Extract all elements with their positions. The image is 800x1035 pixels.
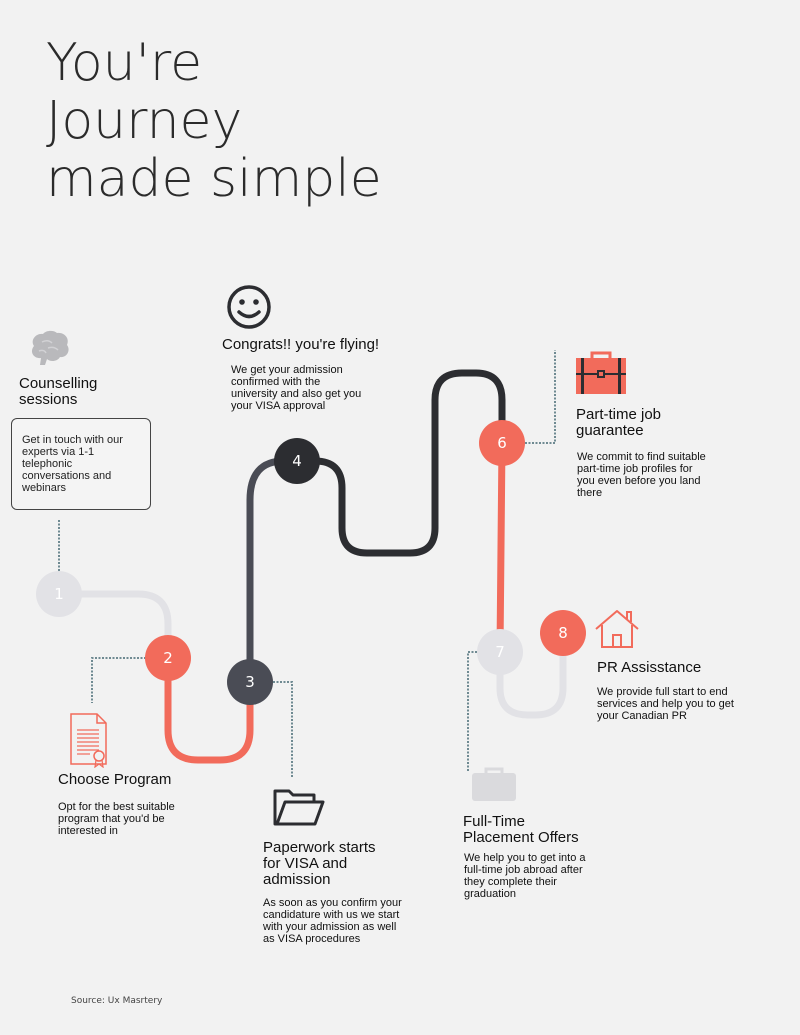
smiley-face-icon [227,285,271,329]
road-segment-4-6 [293,369,506,557]
step-node-7: 7 [477,629,523,675]
step-3-description: As soon as you confirm your candidature … [263,897,402,945]
connector-3 [273,681,293,778]
step-node-4: 4 [274,438,320,484]
connector-7 [467,651,477,772]
road-segment-3-4 [246,457,301,686]
step-7-description: We help you to get into a full-time job … [464,852,586,900]
briefcase-icon [576,351,626,394]
step-2-heading: Choose Program [58,771,172,788]
road-segment-2-3 [164,654,254,764]
road-segment-7-8 [496,629,567,719]
step-6-heading: Part-time job guarantee [576,406,662,439]
step-node-2: 2 [145,635,191,681]
step-6-description: We commit to find suitable part-time job… [577,451,706,499]
step-1-description: Get in touch with our experts via 1-1 te… [22,434,123,494]
briefcase-light-icon [472,767,516,801]
page-title: You're Journey made simple [46,33,382,209]
road-segment-1-2 [55,590,172,662]
step-node-6: 6 [479,420,525,466]
brain-icon [31,330,69,365]
step-8-heading: PR Assisstance [597,659,702,676]
open-folder-icon [273,789,325,826]
step-3-heading: Paperwork starts for VISA and admission [263,839,376,888]
step-node-1: 1 [36,571,82,617]
step-node-3: 3 [227,659,273,705]
certificate-document-icon [70,713,107,768]
step-1-description-box: Get in touch with our experts via 1-1 te… [11,418,151,510]
step-node-8: 8 [540,610,586,656]
connector-2 [91,657,146,703]
connector-6 [525,350,556,444]
step-4-description: We get your admission confirmed with the… [231,364,362,412]
step-8-description: We provide full start to end services an… [597,686,734,722]
step-2-description: Opt for the best suitable program that y… [58,801,175,837]
house-icon [595,610,639,648]
road-segment-6-7 [496,439,506,654]
step-1-heading: Counselling sessions [19,375,98,408]
step-4-heading: Congrats!! you're flying! [222,336,380,353]
source-credit: Source: Ux Masrtery [71,996,163,1006]
step-7-heading: Full-Time Placement Offers [463,813,579,846]
